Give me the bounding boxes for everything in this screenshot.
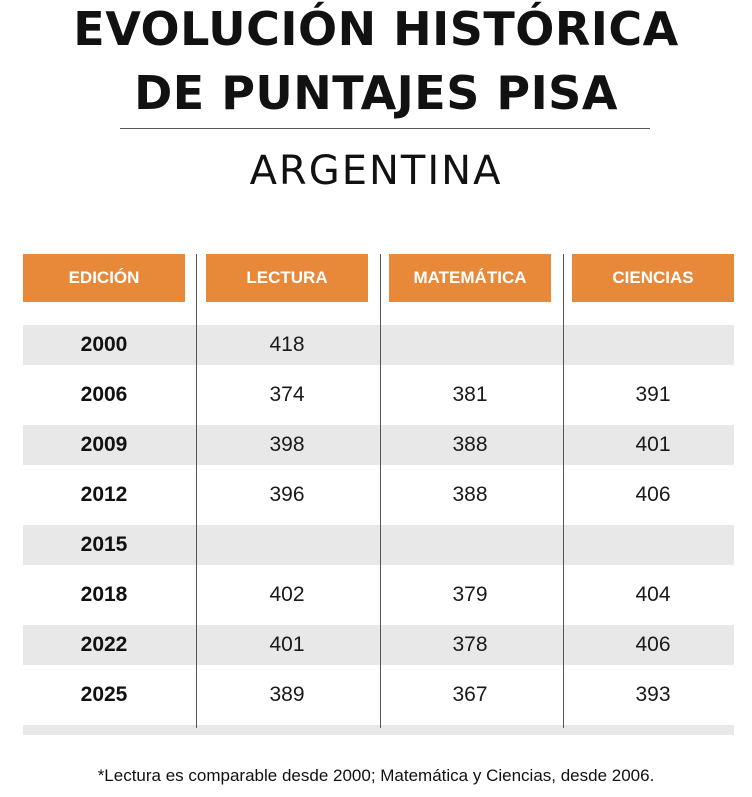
column-header: CIENCIAS [572, 254, 734, 302]
score-cell: 396 [269, 483, 305, 506]
score-cell: 388 [452, 433, 488, 456]
edition-year: 2012 [80, 483, 128, 506]
edition-year: 2009 [80, 433, 128, 456]
score-cell [206, 525, 368, 565]
score-cell [389, 525, 551, 565]
score-cell: 389 [269, 683, 305, 706]
score-cell [572, 525, 734, 565]
row-band [23, 325, 734, 365]
edition-year: 2022 [80, 633, 128, 656]
edition-year: 2025 [80, 683, 128, 706]
score-cell: 404 [635, 583, 671, 606]
column-divider [380, 254, 381, 728]
edition-year: 2015 [80, 533, 128, 556]
title-divider [120, 128, 650, 129]
score-cell: 401 [635, 433, 671, 456]
score-cell: 367 [452, 683, 488, 706]
score-cell: 388 [452, 483, 488, 506]
footnote: *Lectura es comparable desde 2000; Matem… [97, 766, 655, 785]
row-band [23, 425, 734, 465]
row-band [23, 725, 734, 735]
score-cell [389, 325, 551, 365]
score-cell: 418 [269, 333, 305, 356]
score-cell: 393 [635, 683, 671, 706]
column-header: LECTURA [206, 254, 368, 302]
column-header: EDICIÓN [23, 254, 185, 302]
score-cell: 398 [269, 433, 305, 456]
column-divider [563, 254, 564, 728]
score-cell: 379 [452, 583, 488, 606]
score-cell: 406 [635, 633, 671, 656]
score-cell: 378 [452, 633, 488, 656]
score-cell: 401 [269, 633, 305, 656]
title-line-1: EVOLUCIÓN HISTÓRICA [73, 2, 679, 56]
score-cell: 402 [269, 583, 305, 606]
title-line-2: DE PUNTAJES PISA [134, 66, 618, 120]
row-band [23, 625, 734, 665]
subtitle: ARGENTINA [249, 148, 503, 194]
edition-year: 2018 [80, 583, 128, 606]
edition-year: 2000 [80, 333, 128, 356]
column-header: MATEMÁTICA [389, 254, 551, 302]
score-cell: 406 [635, 483, 671, 506]
column-divider [196, 254, 197, 728]
score-cell: 381 [452, 383, 488, 406]
score-cell [572, 325, 734, 365]
edition-year: 2006 [80, 383, 128, 406]
score-cell: 374 [269, 383, 305, 406]
row-band [23, 525, 734, 565]
score-cell: 391 [635, 383, 671, 406]
